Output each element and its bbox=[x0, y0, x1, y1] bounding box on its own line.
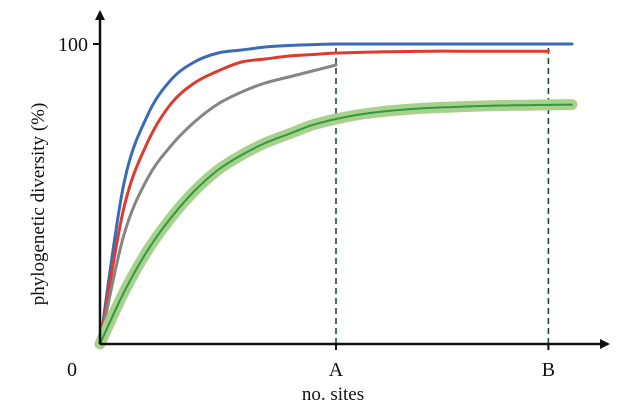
y-tick-label: 100 bbox=[58, 34, 88, 56]
y-axis-label: phylogenetic diversity (%) bbox=[28, 103, 49, 306]
reference-lines bbox=[335, 44, 550, 344]
x-axis-label: no. sites bbox=[302, 384, 364, 405]
origin-label: 0 bbox=[67, 359, 77, 381]
series-line-green bbox=[99, 103, 573, 345]
series-line-blue bbox=[98, 42, 574, 346]
x-tick-label: A bbox=[329, 359, 344, 381]
series-line-grey bbox=[98, 63, 338, 346]
series-lines bbox=[94, 42, 578, 350]
x-tick-label: B bbox=[542, 359, 555, 381]
series-line-red bbox=[98, 49, 550, 346]
tick-marks: 100 A B bbox=[58, 34, 555, 381]
